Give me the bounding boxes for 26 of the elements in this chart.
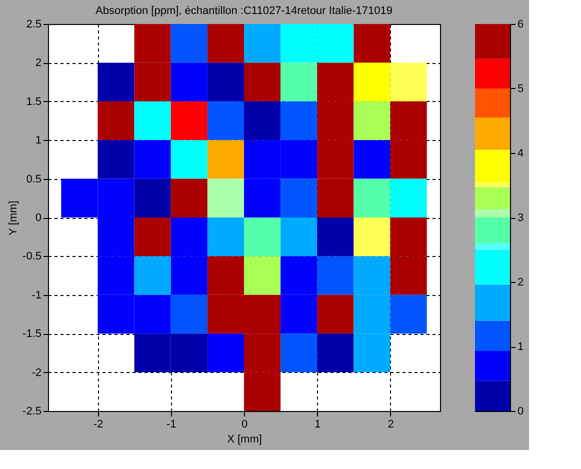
y-tick-label: 2.5 xyxy=(26,18,42,30)
y-tick-label: 0 xyxy=(35,212,42,224)
color-bar-label: 3 xyxy=(518,212,524,224)
x-tick-label: 0 xyxy=(241,418,248,430)
y-tick-label: 0.5 xyxy=(26,173,42,186)
y-tick-label: -1 xyxy=(32,289,42,302)
chart-title: Absorption [ppm], échantillon :C11027-14retour Italie-171019 xyxy=(96,5,392,17)
x-tick-label: -2 xyxy=(93,418,104,430)
color-bar-label: 0 xyxy=(518,406,524,418)
x-tick-label: 1 xyxy=(314,418,321,430)
x-tick-label: 2 xyxy=(388,418,394,430)
color-bar-label: 1 xyxy=(518,341,524,353)
color-bar-label: 6 xyxy=(518,18,524,30)
color-bar-label: 4 xyxy=(518,148,524,160)
y-tick-label: 1.5 xyxy=(26,96,42,108)
y-tick-label: 2 xyxy=(35,57,42,70)
y-tick-label: 1 xyxy=(35,134,42,147)
y-axis-title: Y [mm] xyxy=(8,200,20,236)
y-tick-label: -2 xyxy=(32,366,42,379)
y-tick-label: -2.5 xyxy=(22,406,42,418)
y-tick-label: -1.5 xyxy=(22,328,42,340)
y-tick-label: -0.5 xyxy=(22,250,42,263)
color-bar-label: 5 xyxy=(518,83,524,95)
x-tick-label: -1 xyxy=(166,418,176,430)
x-axis-title: X [mm] xyxy=(227,434,262,446)
color-bar-label: 2 xyxy=(518,276,524,288)
